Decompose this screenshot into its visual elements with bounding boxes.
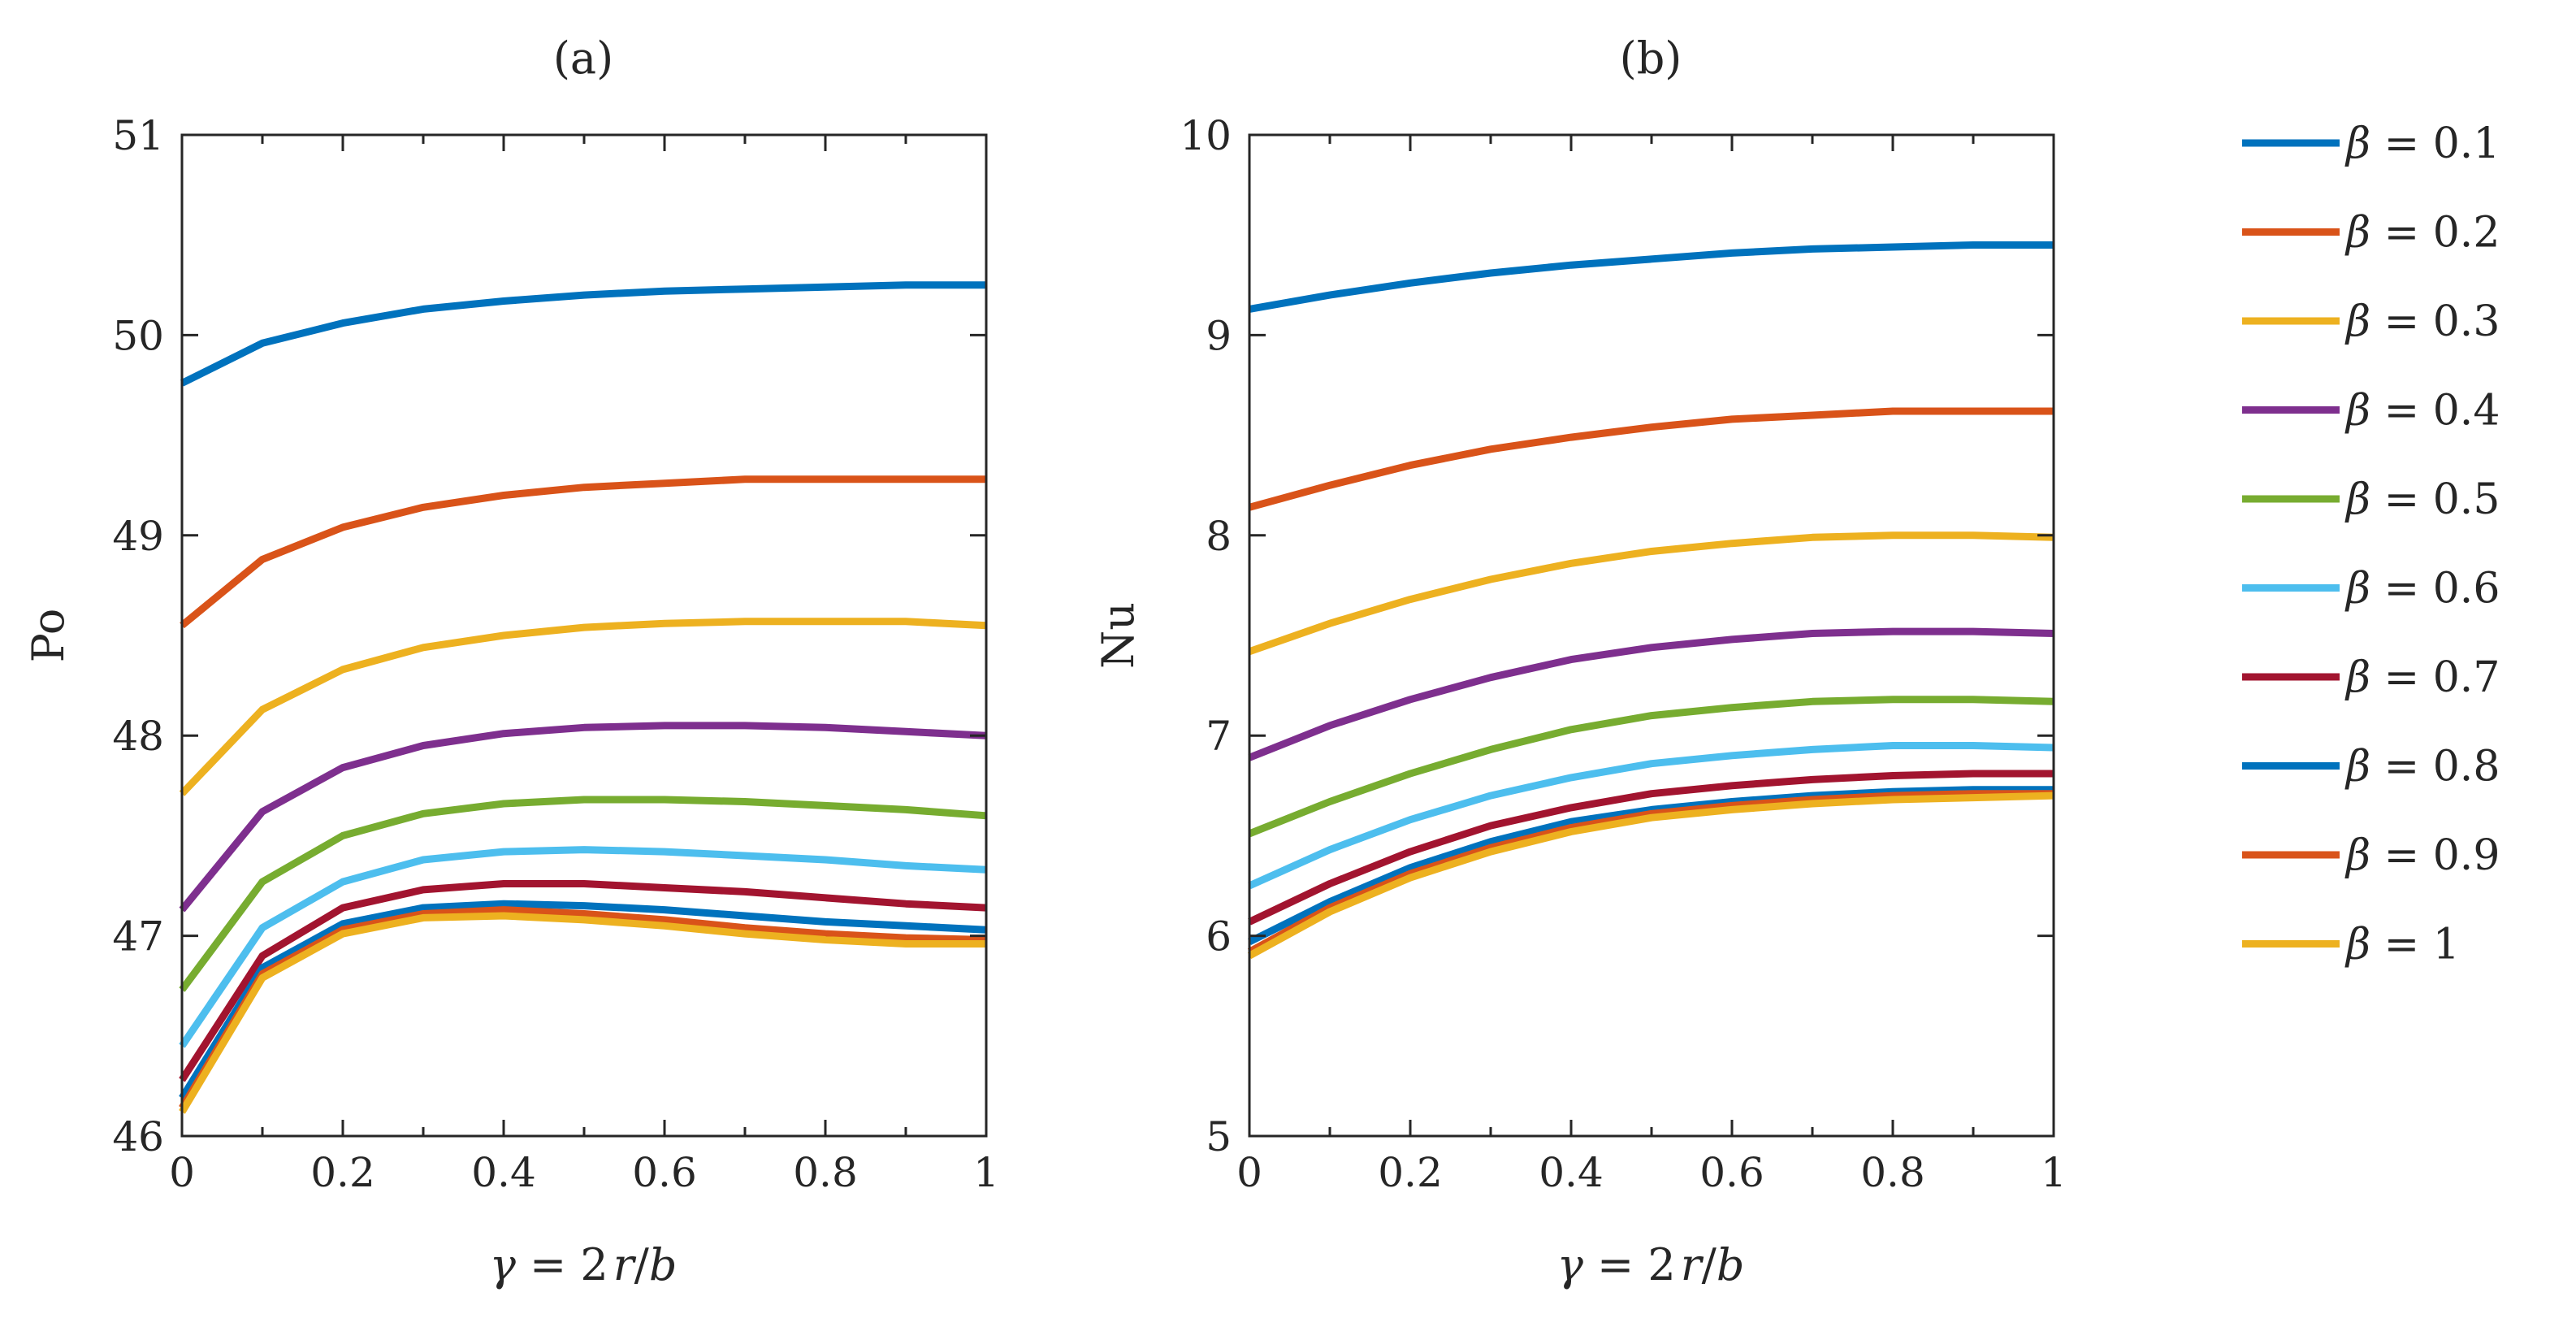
panel-a-series-line-beta-1 bbox=[179, 912, 986, 1114]
panel-a-y-tick-label: 47 bbox=[112, 913, 164, 961]
legend-item: β = 0.4 bbox=[2242, 387, 2500, 436]
panel-b-y-tick-label: 9 bbox=[1206, 312, 1232, 359]
panel-b-x-tick-label: 0.6 bbox=[1699, 1149, 1764, 1196]
panel-b-x-tick-label: 1 bbox=[2041, 1149, 2067, 1196]
legend-label: β = 1 bbox=[2344, 921, 2460, 969]
panel-a-series-line-beta-0.5 bbox=[179, 796, 987, 992]
panel-a-y-axis-title: Po bbox=[23, 609, 74, 663]
panel-a-series-line-beta-0.4 bbox=[179, 722, 987, 913]
panel-a-y-tick-label: 50 bbox=[112, 312, 164, 359]
panel-b-y-tick-label: 7 bbox=[1206, 713, 1232, 760]
legend-label: β = 0.2 bbox=[2344, 209, 2500, 258]
legend-item: β = 0.3 bbox=[2242, 297, 2500, 346]
panel-b-x-axis-title: γ = 2 r/b bbox=[1557, 1239, 1745, 1290]
legend-label: β = 0.9 bbox=[2344, 831, 2500, 880]
panel-a-x-tick-label: 0.4 bbox=[471, 1149, 536, 1196]
panel-a-series-line-beta-0.2 bbox=[180, 475, 986, 629]
legend-item: β = 1 bbox=[2242, 921, 2460, 969]
panel-b-series-line-beta-0.9 bbox=[1247, 790, 2054, 956]
panel-b-series-line-beta-0.5 bbox=[1248, 696, 2054, 838]
panel-b-title: (b) bbox=[1620, 33, 1682, 84]
legend-label: β = 0.5 bbox=[2344, 475, 2500, 524]
panel-a-x-axis-title: γ = 2 r/b bbox=[490, 1239, 678, 1290]
panel-a-series-line-beta-0.6 bbox=[179, 846, 987, 1048]
legend-label: β = 0.6 bbox=[2344, 565, 2500, 614]
panel-a-title: (a) bbox=[553, 33, 613, 84]
legend-label: β = 0.4 bbox=[2344, 387, 2500, 436]
panel-b-y-axis-title: Nu bbox=[1093, 602, 1144, 669]
panel-a-x-tick-label: 0.2 bbox=[310, 1149, 375, 1196]
panel-a-plot-area bbox=[179, 281, 987, 1114]
panel-a-series-line-beta-0.8 bbox=[179, 900, 987, 1100]
panel-a-series-line-beta-0.7 bbox=[179, 880, 987, 1082]
panel-b-y-tick-label: 5 bbox=[1206, 1113, 1232, 1160]
panel-b-y-tick-label: 8 bbox=[1206, 513, 1232, 560]
panel-a-ticks: 0 0.2 0.4 0.6 0.8 1 46 47 48 49 50 51 bbox=[112, 112, 999, 1196]
panel-a-x-tick-label: 0 bbox=[169, 1149, 195, 1196]
panel-b-series-line-beta-0.7 bbox=[1248, 770, 2054, 926]
panel-b-series-line-beta-0.4 bbox=[1248, 627, 2054, 761]
panel-a-series-line-beta-0.3 bbox=[179, 618, 987, 796]
panel-a-y-tick-label: 51 bbox=[112, 112, 164, 159]
panel-b-y-tick-label: 6 bbox=[1206, 913, 1232, 961]
legend-item: β = 0.2 bbox=[2242, 209, 2500, 258]
panel-a-y-tick-label: 49 bbox=[112, 513, 164, 560]
panel-b-series-line-beta-1 bbox=[1247, 791, 2054, 960]
panel-b-x-tick-label: 0.8 bbox=[1860, 1149, 1925, 1196]
panel-a-series-line-beta-0.1 bbox=[180, 281, 986, 387]
panel-b: (b) 0 0.2 0.4 0.6 0.8 1 5 6 7 8 9 10 γ = 2 r/b Nu bbox=[1093, 33, 2067, 1290]
legend-label: β = 0.7 bbox=[2344, 653, 2500, 702]
panel-b-ticks: 0 0.2 0.4 0.6 0.8 1 5 6 7 8 9 10 bbox=[1180, 112, 2067, 1196]
legend-label: β = 0.3 bbox=[2344, 297, 2500, 346]
panel-b-series-line-beta-0.3 bbox=[1248, 531, 2054, 655]
legend-item: β = 0.7 bbox=[2242, 653, 2500, 702]
panel-a-y-tick-label: 48 bbox=[112, 713, 164, 760]
panel-b-x-tick-label: 0.2 bbox=[1378, 1149, 1443, 1196]
legend: β = 0.1 β = 0.2 β = 0.3 β = 0.4 β = 0.5 β = 0… bbox=[2242, 119, 2500, 969]
panel-a-x-tick-label: 1 bbox=[973, 1149, 999, 1196]
panel-b-series-line-beta-0.2 bbox=[1248, 407, 2054, 511]
panel-a-x-tick-label: 0.8 bbox=[793, 1149, 858, 1196]
panel-a-y-tick-label: 46 bbox=[112, 1113, 164, 1160]
legend-item: β = 0.8 bbox=[2242, 743, 2500, 791]
legend-label: β = 0.1 bbox=[2344, 119, 2500, 168]
legend-label: β = 0.8 bbox=[2344, 743, 2500, 791]
panel-b-x-tick-label: 0 bbox=[1236, 1149, 1262, 1196]
legend-item: β = 0.1 bbox=[2242, 119, 2500, 168]
legend-item: β = 0.5 bbox=[2242, 475, 2500, 524]
panel-a-x-tick-label: 0.6 bbox=[632, 1149, 697, 1196]
panel-b-series-line-beta-0.1 bbox=[1249, 241, 2054, 313]
legend-item: β = 0.9 bbox=[2242, 831, 2500, 880]
panel-b-series-line-beta-0.6 bbox=[1248, 742, 2054, 890]
panel-b-x-tick-label: 0.4 bbox=[1539, 1149, 1604, 1196]
panel-b-y-tick-label: 10 bbox=[1180, 112, 1232, 159]
panel-b-plot-area bbox=[1247, 241, 2054, 960]
legend-item: β = 0.6 bbox=[2242, 565, 2500, 614]
panel-b-series-line-beta-0.8 bbox=[1247, 786, 2054, 946]
